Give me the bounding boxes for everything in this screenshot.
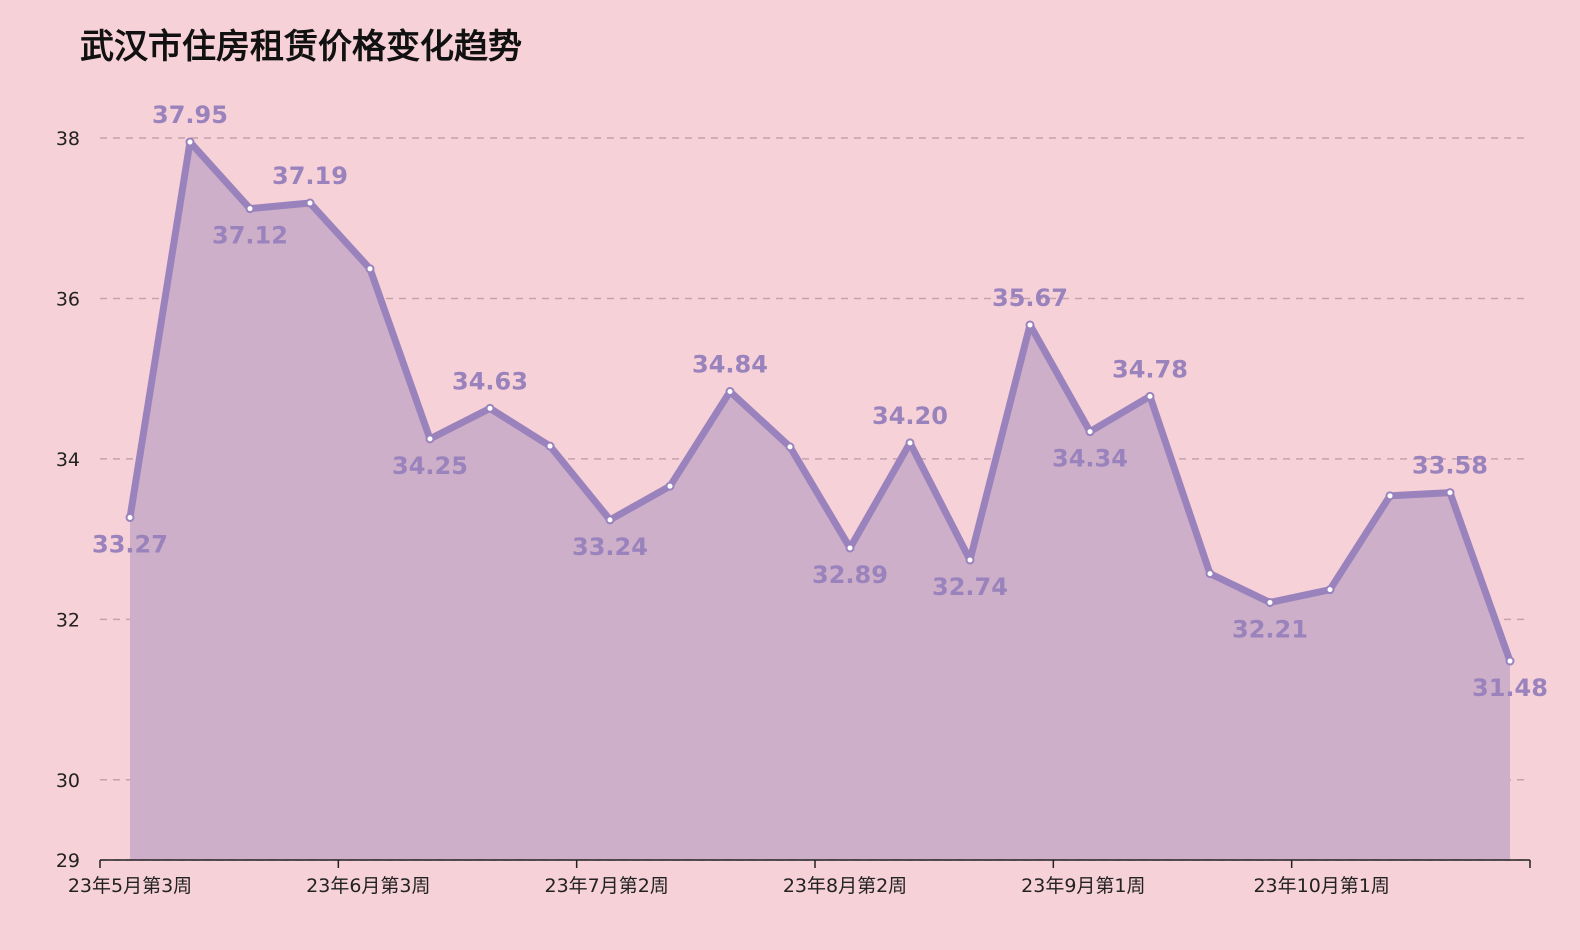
data-point-14 xyxy=(965,555,975,565)
y-tick-label-0: 29 xyxy=(56,850,80,872)
line-layer xyxy=(126,138,1514,665)
data-point-1 xyxy=(185,137,195,147)
data-labels: 33.27 37.95 37.12 37.19 34.25 34.63 33.24 34.84… xyxy=(92,101,1548,702)
data-label-3: 37.19 xyxy=(272,162,348,190)
data-point-20 xyxy=(1325,585,1335,595)
data-label-15: 35.67 xyxy=(992,284,1068,312)
data-label-13: 34.20 xyxy=(872,402,948,430)
data-label-16: 34.34 xyxy=(1052,445,1128,473)
data-point-18 xyxy=(1205,569,1215,579)
data-label-5: 34.25 xyxy=(392,452,468,480)
y-tick-label-1: 30 xyxy=(56,770,80,792)
data-label-10: 34.84 xyxy=(692,351,768,379)
x-tick-label-3: 23年8月第2周 xyxy=(783,875,907,897)
y-tick-label-4: 36 xyxy=(56,288,80,310)
data-point-9 xyxy=(665,481,675,491)
y-tick-label-5: 38 xyxy=(56,128,80,150)
x-tick-label-2: 23年7月第2周 xyxy=(544,875,668,897)
data-point-2 xyxy=(245,204,255,214)
data-label-23: 31.48 xyxy=(1472,674,1548,702)
x-tick-label-5: 23年10月第1周 xyxy=(1253,875,1389,897)
axes: 29 30 32 34 36 38 23年5月第3周 23年6月第3周 23年7月第2周 23年8… xyxy=(56,128,1531,897)
x-tick-label-1: 23年6月第3周 xyxy=(306,875,430,897)
data-point-0 xyxy=(125,512,135,522)
data-point-10 xyxy=(725,387,735,397)
x-tick-label-0: 23年5月第3周 xyxy=(68,875,192,897)
data-point-23 xyxy=(1505,656,1515,666)
points-layer xyxy=(125,137,1515,666)
data-label-6: 34.63 xyxy=(452,367,528,395)
data-point-5 xyxy=(425,434,435,444)
series-line xyxy=(126,138,1514,665)
data-label-8: 33.24 xyxy=(572,533,648,561)
data-label-22: 33.58 xyxy=(1412,452,1488,480)
data-point-21 xyxy=(1385,491,1395,501)
x-tick-label-4: 23年9月第1周 xyxy=(1021,875,1145,897)
data-point-22 xyxy=(1445,488,1455,498)
y-tick-label-2: 32 xyxy=(56,609,80,631)
data-label-0: 33.27 xyxy=(92,530,168,558)
data-point-13 xyxy=(905,438,915,448)
data-point-11 xyxy=(785,442,795,452)
data-label-14: 32.74 xyxy=(932,573,1008,601)
y-tick-label-3: 34 xyxy=(56,449,80,471)
data-point-12 xyxy=(845,543,855,553)
data-point-7 xyxy=(545,441,555,451)
data-point-15 xyxy=(1025,320,1035,330)
data-point-17 xyxy=(1145,391,1155,401)
data-point-8 xyxy=(605,515,615,525)
data-point-19 xyxy=(1265,598,1275,608)
data-label-2: 37.12 xyxy=(212,222,288,250)
data-label-12: 32.89 xyxy=(812,561,888,589)
data-label-19: 32.21 xyxy=(1232,616,1308,644)
data-label-17: 34.78 xyxy=(1112,355,1188,383)
data-point-6 xyxy=(485,403,495,413)
data-point-4 xyxy=(365,264,375,274)
data-label-1: 37.95 xyxy=(152,101,228,129)
data-point-16 xyxy=(1085,427,1095,437)
data-point-3 xyxy=(305,198,315,208)
chart-title: 武汉市住房租赁价格变化趋势 xyxy=(80,27,522,67)
